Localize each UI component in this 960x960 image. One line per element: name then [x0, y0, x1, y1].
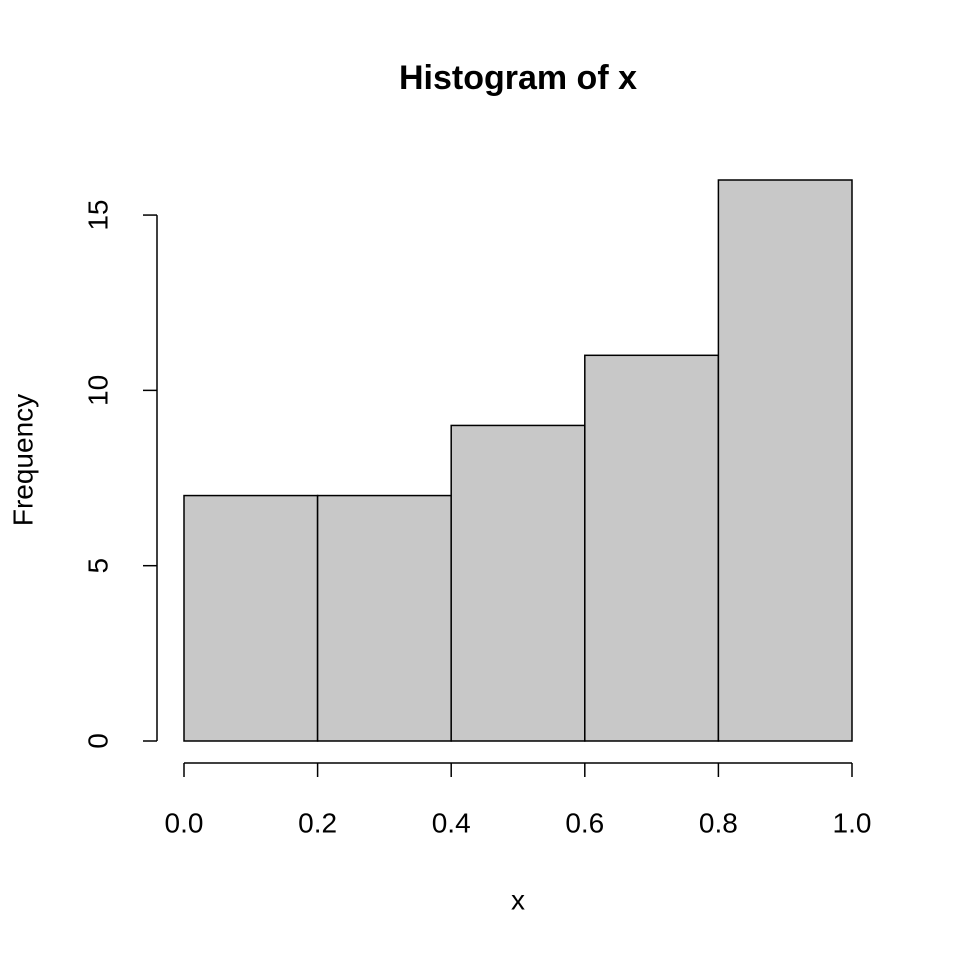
y-tick-label: 15 [82, 199, 113, 230]
x-tick-label: 0.6 [565, 807, 604, 838]
y-tick-label: 0 [82, 733, 113, 749]
chart-title: Histogram of x [399, 59, 637, 97]
bar [316, 494, 452, 742]
x-tick-label: 0.0 [165, 807, 204, 838]
x-tick-label: 0.2 [298, 807, 337, 838]
x-tick-label: 1.0 [833, 807, 872, 838]
bar [450, 424, 586, 742]
x-tick-label: 0.8 [699, 807, 738, 838]
y-axis-label: Frequency [7, 394, 38, 526]
bar [717, 179, 853, 742]
bar [183, 494, 319, 742]
x-axis-label: x [511, 884, 525, 915]
y-tick-label: 10 [82, 375, 113, 406]
x-tick-label: 0.4 [432, 807, 471, 838]
y-tick-label: 5 [82, 558, 113, 574]
bar [584, 354, 720, 742]
